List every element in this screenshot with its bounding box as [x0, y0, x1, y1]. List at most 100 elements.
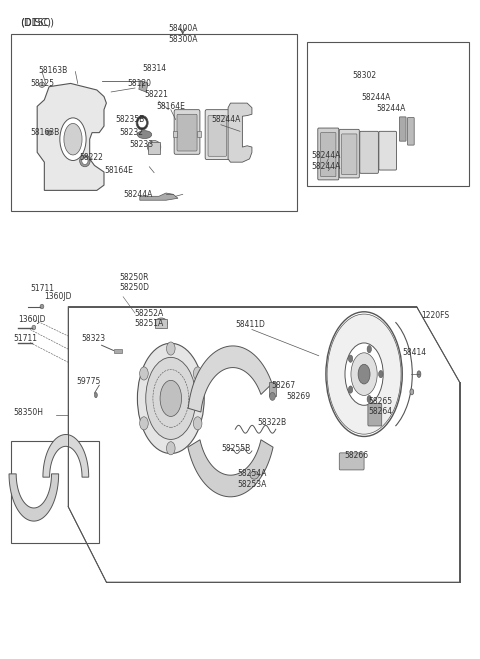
- Text: (DISC): (DISC): [21, 18, 56, 28]
- Ellipse shape: [95, 393, 97, 398]
- Text: 1360JD: 1360JD: [44, 292, 72, 301]
- Ellipse shape: [167, 442, 175, 455]
- Text: 58232: 58232: [120, 128, 144, 137]
- Text: 51711: 51711: [30, 283, 54, 293]
- FancyBboxPatch shape: [205, 109, 229, 159]
- Ellipse shape: [140, 367, 148, 380]
- Ellipse shape: [327, 314, 401, 434]
- FancyBboxPatch shape: [339, 453, 364, 470]
- Text: 58250R
58250D: 58250R 58250D: [120, 273, 150, 292]
- Text: 58400A
58300A: 58400A 58300A: [168, 24, 197, 43]
- FancyBboxPatch shape: [174, 109, 200, 154]
- Ellipse shape: [147, 140, 161, 154]
- Bar: [148, 142, 160, 154]
- Text: 58269: 58269: [287, 392, 311, 401]
- Polygon shape: [9, 474, 59, 521]
- Text: 58254A
58253A: 58254A 58253A: [238, 469, 267, 489]
- Polygon shape: [228, 103, 252, 162]
- Ellipse shape: [345, 343, 383, 405]
- Ellipse shape: [156, 318, 167, 328]
- Text: 58221: 58221: [144, 90, 168, 99]
- Ellipse shape: [250, 471, 259, 479]
- Bar: [139, 80, 148, 92]
- Text: 58265
58264: 58265 58264: [369, 397, 393, 416]
- Text: 58244A: 58244A: [123, 190, 153, 200]
- Ellipse shape: [193, 416, 202, 430]
- Text: 58125: 58125: [30, 79, 54, 88]
- Text: (DISC): (DISC): [21, 18, 51, 28]
- Text: 58323: 58323: [82, 333, 106, 343]
- Ellipse shape: [417, 371, 421, 378]
- Text: 58244A: 58244A: [211, 115, 241, 124]
- Ellipse shape: [146, 357, 196, 440]
- Text: 58266: 58266: [344, 451, 368, 460]
- Ellipse shape: [379, 370, 383, 378]
- Ellipse shape: [167, 342, 175, 355]
- Ellipse shape: [351, 353, 377, 395]
- FancyBboxPatch shape: [360, 131, 378, 173]
- FancyBboxPatch shape: [208, 115, 227, 156]
- Text: 58244A: 58244A: [376, 104, 406, 113]
- Polygon shape: [43, 434, 89, 477]
- FancyBboxPatch shape: [399, 117, 406, 141]
- Text: 58255B: 58255B: [221, 444, 250, 453]
- FancyBboxPatch shape: [177, 114, 197, 151]
- Text: 58222: 58222: [79, 153, 103, 162]
- Ellipse shape: [410, 389, 414, 395]
- FancyBboxPatch shape: [368, 404, 382, 426]
- Bar: [11, 34, 297, 212]
- Ellipse shape: [358, 364, 370, 384]
- FancyBboxPatch shape: [342, 134, 357, 175]
- Bar: [307, 42, 469, 186]
- Ellipse shape: [367, 345, 372, 353]
- Text: 58244A: 58244A: [312, 151, 341, 160]
- Text: 58411D: 58411D: [235, 320, 265, 330]
- Ellipse shape: [64, 123, 82, 155]
- Text: 58244A: 58244A: [312, 162, 341, 171]
- Ellipse shape: [348, 386, 353, 393]
- Ellipse shape: [137, 130, 152, 138]
- FancyBboxPatch shape: [408, 117, 414, 145]
- Text: 58164E: 58164E: [156, 102, 185, 111]
- Ellipse shape: [160, 380, 181, 416]
- Bar: [173, 130, 177, 137]
- FancyBboxPatch shape: [379, 131, 396, 170]
- Text: 58267: 58267: [271, 381, 295, 389]
- Ellipse shape: [348, 355, 353, 362]
- Text: 58235B: 58235B: [115, 115, 144, 124]
- Bar: [114, 349, 122, 353]
- Ellipse shape: [80, 155, 90, 167]
- Ellipse shape: [326, 312, 402, 436]
- Ellipse shape: [138, 118, 146, 128]
- Text: 58252A
58251A: 58252A 58251A: [134, 308, 163, 328]
- FancyBboxPatch shape: [321, 132, 336, 177]
- Polygon shape: [140, 193, 178, 200]
- Polygon shape: [37, 84, 107, 190]
- Text: 58314: 58314: [142, 65, 166, 74]
- Ellipse shape: [367, 395, 372, 403]
- Text: 58350H: 58350H: [13, 409, 43, 417]
- Ellipse shape: [270, 393, 276, 401]
- Ellipse shape: [136, 115, 148, 130]
- Ellipse shape: [193, 367, 202, 380]
- Text: 58302: 58302: [352, 71, 376, 80]
- Ellipse shape: [40, 304, 44, 309]
- Text: 58164E: 58164E: [104, 166, 133, 175]
- Text: 58163B: 58163B: [30, 128, 59, 137]
- Text: 58414: 58414: [402, 348, 426, 357]
- Ellipse shape: [82, 158, 88, 165]
- Polygon shape: [188, 346, 272, 412]
- Text: 58233: 58233: [129, 140, 154, 149]
- Ellipse shape: [137, 343, 204, 453]
- Ellipse shape: [32, 326, 36, 330]
- Text: 1360JD: 1360JD: [18, 315, 46, 324]
- Text: 58322B: 58322B: [258, 418, 287, 427]
- Ellipse shape: [140, 416, 148, 430]
- Ellipse shape: [60, 118, 86, 161]
- Bar: [155, 319, 167, 328]
- FancyBboxPatch shape: [339, 129, 360, 178]
- Text: 59775: 59775: [76, 378, 101, 386]
- Text: 58244A: 58244A: [362, 94, 391, 102]
- FancyBboxPatch shape: [318, 128, 339, 180]
- Text: 51711: 51711: [13, 333, 37, 343]
